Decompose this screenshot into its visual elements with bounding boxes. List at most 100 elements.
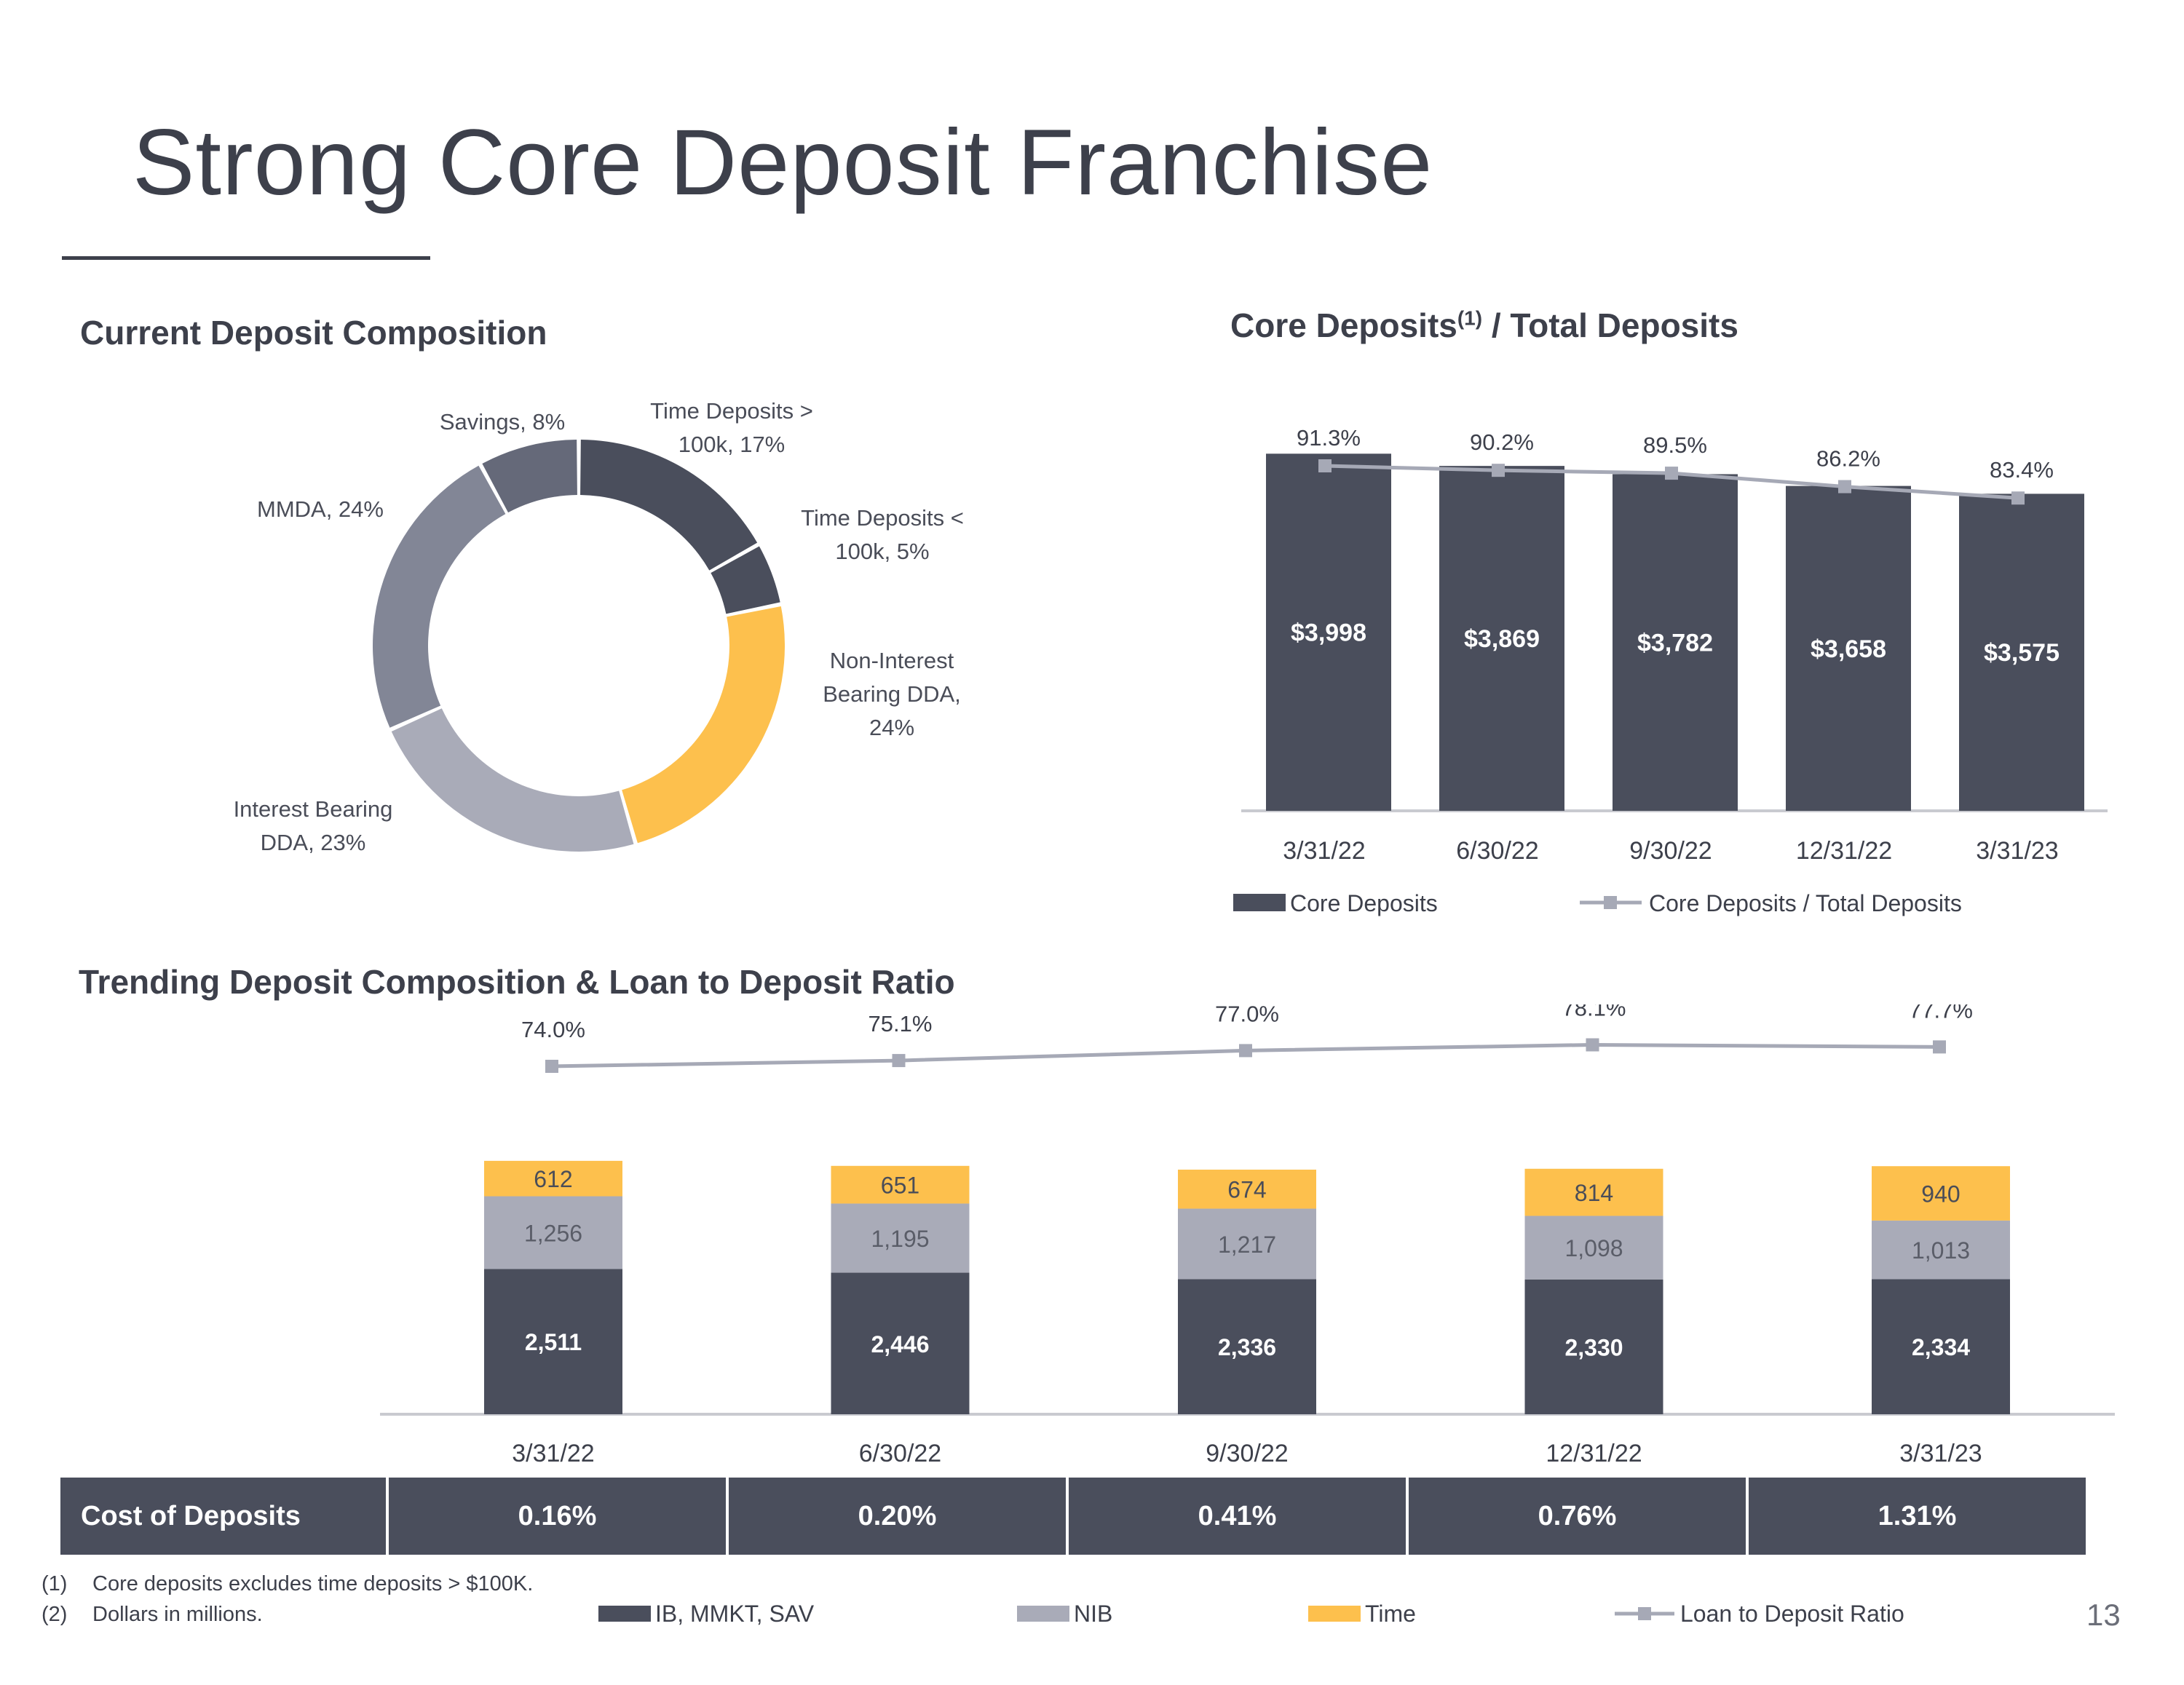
footnote-number: (1) bbox=[41, 1572, 68, 1595]
donut-label: Interest Bearing bbox=[234, 796, 393, 822]
cost-of-deposits-value: 0.16% bbox=[389, 1478, 726, 1555]
core-bar-label: $3,658 bbox=[1811, 635, 1886, 663]
time-segment bbox=[1872, 1166, 2010, 1221]
donut-label: DDA, 23% bbox=[261, 830, 366, 855]
time-segment bbox=[1178, 1169, 1316, 1209]
ib-segment-label: 2,334 bbox=[1912, 1334, 1970, 1360]
donut-label: 24% bbox=[869, 715, 914, 740]
legend-label-ratio: Core Deposits / Total Deposits bbox=[1649, 890, 1962, 916]
core-bar-label: $3,782 bbox=[1637, 630, 1713, 657]
nib-segment-label: 1,013 bbox=[1912, 1237, 1970, 1264]
ltd-ratio-label: 77.7% bbox=[1909, 1004, 1973, 1023]
ib-segment-label: 2,336 bbox=[1218, 1334, 1276, 1360]
trend-legend: IB, MMKT, SAV NIB Time Loan to Deposit Rati… bbox=[598, 1601, 1904, 1627]
trend-title: Trending Deposit Composition & Loan to D… bbox=[79, 963, 955, 1001]
core-ratio-label: 86.2% bbox=[1816, 446, 1880, 472]
deposit-composition-title: Current Deposit Composition bbox=[80, 314, 547, 352]
nib-segment-label: 1,098 bbox=[1564, 1235, 1623, 1261]
donut-label: Time Deposits > bbox=[650, 398, 813, 424]
time-segment bbox=[831, 1165, 970, 1204]
legend-swatch-core-deposits bbox=[1233, 894, 1286, 911]
trend-x-tick: 3/31/22 bbox=[512, 1440, 594, 1467]
ib-segment-label: 2,446 bbox=[871, 1331, 929, 1357]
time-segment bbox=[1524, 1168, 1663, 1216]
ltd-ratio-label: 77.0% bbox=[1215, 1004, 1279, 1026]
cost-of-deposits-label: Cost of Deposits bbox=[60, 1478, 386, 1555]
donut-label: Bearing DDA, bbox=[823, 681, 961, 707]
donut-slice bbox=[373, 465, 506, 728]
nib-segment-label: 1,256 bbox=[524, 1220, 582, 1246]
core-bar-label: $3,869 bbox=[1464, 625, 1540, 653]
donut-slice bbox=[622, 606, 785, 844]
footnote-text: Core deposits excludes time deposits > $… bbox=[92, 1572, 534, 1595]
core-deposit-bar bbox=[1266, 453, 1391, 811]
deposit-composition-donut: Time Deposits > 100k, 17% Time Deposits < 1… bbox=[234, 398, 964, 855]
ib-segment bbox=[1872, 1279, 2010, 1414]
core-bar-label: $3,575 bbox=[1984, 639, 2060, 667]
ltd-ratio-marker bbox=[545, 1060, 558, 1073]
donut-label: MMDA, 24% bbox=[257, 496, 384, 522]
core-deposits-title: Core Deposits(1) / Total Deposits bbox=[1230, 306, 1738, 345]
core-x-tick: 6/30/22 bbox=[1456, 837, 1538, 865]
donut-label: 100k, 5% bbox=[835, 539, 929, 564]
ltd-ratio-label: 75.1% bbox=[869, 1011, 933, 1036]
ltd-ratio-label: 78.1% bbox=[1562, 1004, 1626, 1020]
ib-segment-label: 2,330 bbox=[1564, 1334, 1623, 1360]
nib-segment bbox=[1872, 1220, 2010, 1280]
ib-segment bbox=[1524, 1279, 1663, 1414]
ib-segment bbox=[1178, 1279, 1316, 1414]
ib-segment bbox=[831, 1272, 970, 1414]
donut-slice bbox=[580, 440, 758, 571]
legend-label-core-deposits: Core Deposits bbox=[1290, 890, 1438, 916]
cost-of-deposits-value: 0.41% bbox=[1069, 1478, 1406, 1555]
donut-slice bbox=[391, 708, 634, 852]
core-deposit-bar bbox=[1439, 466, 1564, 811]
core-ratio-marker bbox=[1318, 459, 1332, 472]
core-deposits-chart: $3,998 3/31/22 91.3% $3,869 6/30/22 90.2% $3,7… bbox=[1233, 425, 2108, 916]
core-ratio-marker bbox=[1838, 480, 1851, 493]
time-segment-label: 651 bbox=[881, 1173, 919, 1199]
core-deposit-bar bbox=[1959, 493, 2084, 811]
nib-segment bbox=[1524, 1216, 1663, 1280]
core-ratio-label: 89.5% bbox=[1643, 432, 1707, 458]
footnote: (1) Core deposits excludes time deposits … bbox=[41, 1572, 533, 1596]
core-deposits-title-footnote: (1) bbox=[1457, 306, 1483, 330]
trend-x-tick: 12/31/22 bbox=[1546, 1440, 1642, 1467]
legend-marker-ltd bbox=[1638, 1607, 1651, 1620]
trend-x-tick: 9/30/22 bbox=[1206, 1440, 1288, 1467]
time-segment-label: 674 bbox=[1227, 1177, 1266, 1203]
core-bar-label: $3,998 bbox=[1291, 619, 1366, 647]
donut-slice bbox=[711, 546, 780, 614]
ltd-ratio-marker bbox=[892, 1054, 906, 1068]
legend-label-nib: NIB bbox=[1074, 1601, 1112, 1627]
page-title: Strong Core Deposit Franchise bbox=[132, 111, 1433, 215]
trend-x-tick: 6/30/22 bbox=[859, 1440, 941, 1467]
legend-label-time: Time bbox=[1365, 1601, 1416, 1627]
core-x-tick: 3/31/22 bbox=[1283, 837, 1365, 865]
title-underline bbox=[62, 256, 430, 260]
time-segment bbox=[484, 1160, 622, 1197]
cost-of-deposits-value: 0.76% bbox=[1409, 1478, 1746, 1555]
footnote-text: Dollars in millions. bbox=[92, 1603, 263, 1626]
core-deposits-title-main: Core Deposits bbox=[1230, 306, 1457, 344]
donut-label: Time Deposits < bbox=[801, 505, 964, 531]
time-segment-label: 612 bbox=[534, 1166, 572, 1192]
core-ratio-marker bbox=[2011, 491, 2025, 505]
cost-of-deposits-value: 1.31% bbox=[1749, 1478, 2086, 1555]
core-ratio-marker bbox=[1665, 467, 1678, 480]
core-ratio-label: 83.4% bbox=[1990, 457, 2054, 483]
page-number: 13 bbox=[2086, 1598, 2121, 1632]
core-x-tick: 3/31/23 bbox=[1976, 837, 2058, 865]
core-ratio-marker bbox=[1492, 464, 1505, 477]
footnote-number: (2) bbox=[41, 1603, 68, 1626]
ltd-ratio-label: 74.0% bbox=[521, 1017, 585, 1042]
ltd-ratio-marker bbox=[1586, 1038, 1599, 1052]
ltd-ratio-marker bbox=[1239, 1044, 1252, 1058]
legend-marker-ratio bbox=[1604, 896, 1617, 909]
legend-swatch-ib bbox=[598, 1606, 651, 1622]
nib-segment bbox=[1178, 1208, 1316, 1280]
trend-chart: 2,511 1,256 612 3/31/22 74.0% 2,446 1,195 651 6/… bbox=[380, 1004, 2115, 1467]
core-deposit-bar bbox=[1613, 474, 1738, 811]
core-x-tick: 9/30/22 bbox=[1629, 837, 1712, 865]
ltd-ratio-marker bbox=[1933, 1040, 1946, 1054]
